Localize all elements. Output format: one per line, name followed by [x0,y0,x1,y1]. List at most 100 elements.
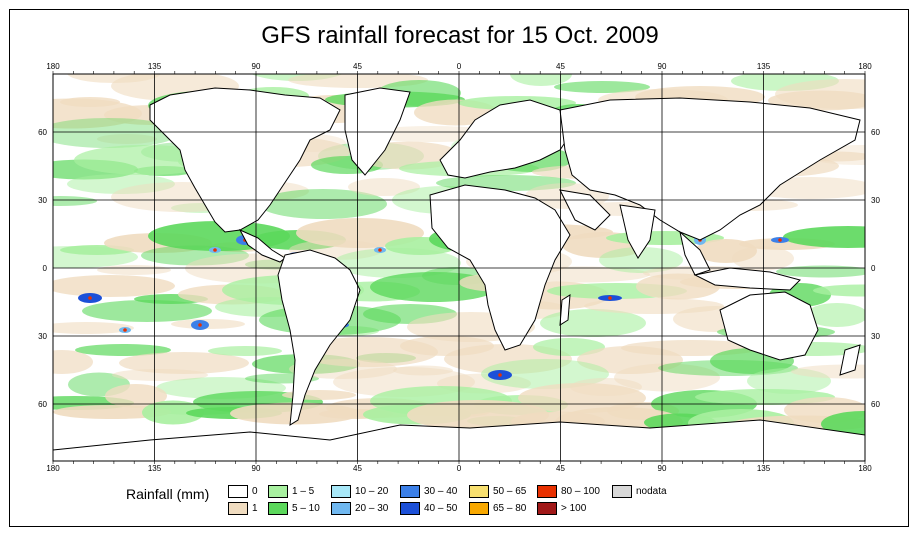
rain-patch [533,338,605,356]
legend-swatch [331,485,351,498]
south-america [277,249,361,426]
legend-label: 10 – 20 [355,486,389,497]
southeast-asia [679,230,711,276]
extreme-rain-spot [88,296,92,300]
longitude-label: 180 [858,464,872,473]
longitude-label: 180 [46,464,60,473]
map-title: GFS rainfall forecast for 15 Oct. 2009 [261,22,659,49]
legend-label: 50 – 65 [493,486,527,497]
longitude-label: 90 [658,464,667,473]
rain-patch [53,405,171,419]
longitude-label: 90 [252,464,261,473]
rain-patch [259,189,387,219]
legend-swatch [228,502,248,515]
legend-swatch [400,502,420,515]
rain-patch [783,226,865,248]
longitude-label: 135 [148,62,162,71]
legend-label: nodata [636,486,667,497]
legend-label: 0 [252,486,258,497]
legend-swatch [469,502,489,515]
extreme-rain-spot [378,248,382,252]
longitude-label: 135 [757,62,771,71]
indonesia [693,267,801,291]
legend-label: 5 – 10 [292,503,320,514]
longitude-label: 0 [457,62,462,71]
legend-label: 1 – 5 [292,486,315,497]
legend-swatch [331,502,351,515]
rain-patch [333,248,461,278]
longitude-label: 180 [46,62,60,71]
legend-label: 1 [252,503,258,514]
rain-patch [119,352,249,374]
legend-label: 30 – 40 [424,486,458,497]
legend-label: 80 – 100 [561,486,600,497]
rain-patch [806,303,865,327]
latitude-label: 30 [871,196,880,205]
legend-swatch [537,485,557,498]
longitude-label: 45 [353,62,362,71]
rain-patch [53,246,138,268]
north-america [149,87,341,233]
rain-patch [53,350,93,374]
latitude-label: 60 [38,400,47,409]
rain-patch [53,98,142,129]
rain-patch [208,346,282,356]
legend-label: 65 – 80 [493,503,527,514]
legend-swatch [268,502,288,515]
latitude-label: 60 [38,128,47,137]
rain-patch [776,265,865,278]
latitude-label: 30 [38,196,47,205]
axis-ticks [52,71,866,464]
rain-patch [53,118,179,148]
longitude-label: 135 [148,464,162,473]
asia [559,97,861,241]
rain-patch [421,54,539,68]
legend-swatch [400,485,420,498]
legend-label: > 100 [561,503,587,514]
rain-patch [481,359,609,389]
legend-swatch [268,485,288,498]
latitude-label: 30 [871,332,880,341]
legend-title: Rainfall (mm) [126,486,210,502]
extreme-rain-spot [778,238,782,242]
extreme-rain-spot [123,328,127,332]
rain-patch [407,400,549,430]
rain-patch [768,90,865,111]
legend-swatch [537,502,557,515]
latitude-label: 60 [871,400,880,409]
axis-labels: 180 180 135 135 90 90 45 45 0 0 45 45 90 90 135 135 180 1… [38,62,880,473]
rain-patch [687,63,761,73]
legend-swatch [612,485,632,498]
rain-patch [75,344,171,356]
rain-patch [97,134,157,144]
rain-patch [97,265,171,275]
india [619,204,656,259]
extreme-rain-spot [198,323,202,327]
rain-patch [53,275,175,297]
longitude-label: 180 [858,62,872,71]
central-america [238,228,286,263]
extreme-rain-spot [213,248,217,252]
longitude-label: 90 [252,62,261,71]
rain-patch [105,384,167,408]
longitude-label: 90 [658,62,667,71]
rain-patch [510,74,572,86]
extreme-rain-spot [608,296,612,300]
legend-label: 20 – 30 [355,503,389,514]
rain-patch [348,178,420,196]
rain-patch [53,322,134,334]
latitude-label: 30 [38,332,47,341]
graticule [53,74,865,461]
greenland [344,87,411,176]
latitude-label: 0 [43,264,48,273]
longitude-label: 0 [457,464,462,473]
rain-patch [82,300,212,322]
longitude-label: 45 [556,464,565,473]
longitude-label: 45 [353,464,362,473]
extreme-rain-spot [498,373,502,377]
legend-label: 40 – 50 [424,503,458,514]
rain-patch [518,383,646,413]
legend-swatch [228,485,248,498]
rain-patch [112,369,208,381]
